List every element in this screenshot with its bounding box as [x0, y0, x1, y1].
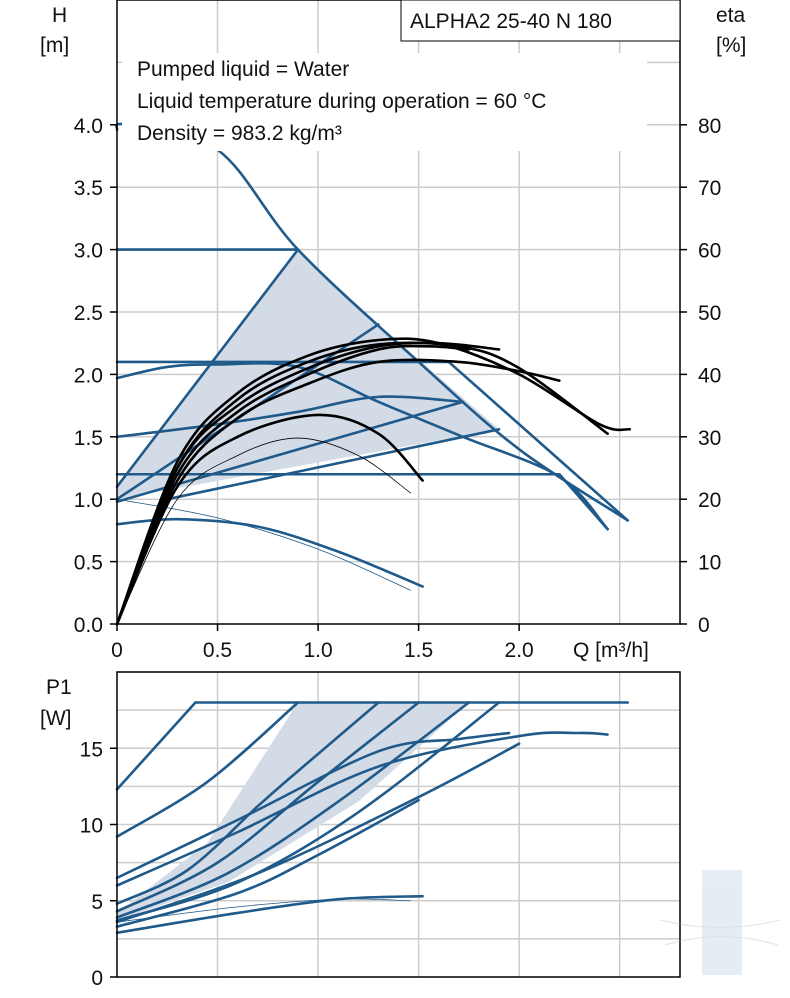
speed-curve-line	[115, 362, 609, 531]
power-axis-label-p1: P1	[46, 676, 72, 699]
q-tick-label: 1.0	[303, 639, 332, 662]
power-curve	[115, 701, 420, 913]
info-density: Density = 983.2 kg/m³	[137, 122, 342, 145]
head-y-tick-label: 0.0	[74, 614, 103, 637]
eta-axis-label: eta	[716, 4, 746, 27]
power-y-tick-label: 15	[80, 738, 103, 761]
q-tick-label: 2.0	[505, 639, 534, 662]
prop-pressure-line	[165, 428, 501, 501]
efficiency-curve	[115, 413, 424, 626]
efficiency-curve	[116, 437, 411, 625]
info-box	[122, 53, 647, 151]
watermark	[659, 870, 781, 975]
info-liquid-temperature: Liquid temperature during operation = 60…	[137, 90, 546, 113]
power-axis-unit: [W]	[40, 707, 72, 730]
head-panel: 0.0 0.5 1.0 1.5 2.0 2.5 3.0 3.5 4.0 0 10 20 30 40 50 6…	[40, 0, 746, 662]
eta-tick-label: 50	[698, 302, 721, 325]
head-y-tick-label: 2.5	[74, 302, 103, 325]
info-pumped-liquid: Pumped liquid = Water	[137, 58, 349, 81]
eta-tick-label: 70	[698, 177, 721, 200]
power-operating-area	[117, 702, 469, 921]
q-tick-label: 0.5	[203, 639, 232, 662]
head-y-tick-label: 0.5	[74, 552, 103, 575]
head-axis-label-h: H	[52, 4, 67, 27]
power-curve	[115, 731, 609, 887]
head-y-tick-labels: 0.0 0.5 1.0 1.5 2.0 2.5 3.0 3.5 4.0	[74, 115, 117, 637]
eta-tick-labels: 0 10 20 30 40 50 60 70 80	[680, 115, 721, 637]
eta-axis-unit: [%]	[716, 34, 746, 57]
head-y-tick-label: 4.0	[74, 115, 103, 138]
power-curve	[115, 701, 300, 838]
power-curve	[115, 701, 380, 906]
eta-tick-label: 60	[698, 240, 721, 263]
q-tick-label: 0	[111, 639, 123, 662]
power-curve	[115, 701, 471, 919]
head-y-tick-label: 3.5	[74, 177, 103, 200]
speed-curve-line	[115, 395, 465, 439]
head-y-tick-label: 2.0	[74, 364, 103, 387]
q-tick-label: 1.5	[404, 639, 433, 662]
power-curve	[116, 898, 411, 923]
speed-curve-line	[115, 517, 424, 588]
q-tick-labels: 0 0.5 1.0 1.5 2.0	[111, 624, 534, 662]
power-curves	[115, 701, 630, 935]
eta-tick-label: 0	[698, 614, 710, 637]
power-curve	[115, 742, 521, 924]
power-curve	[115, 894, 424, 935]
power-curve	[115, 798, 420, 928]
prop-pressure-line	[115, 248, 300, 489]
const-pressure-line	[115, 472, 609, 531]
head-axis-label-unit: [m]	[40, 34, 69, 57]
eta-tick-label: 40	[698, 364, 721, 387]
head-y-tick-label: 3.0	[74, 240, 103, 263]
power-shaded-operating-area	[117, 702, 469, 921]
efficiency-curve	[115, 341, 501, 626]
power-panel: 0 5 10 15 P1 [W]	[40, 671, 681, 990]
eta-tick-label: 80	[698, 115, 721, 138]
efficiency-curve	[115, 358, 561, 626]
power-curve	[115, 731, 511, 880]
eta-tick-label: 20	[698, 489, 721, 512]
power-curve	[115, 701, 197, 791]
chart-title: ALPHA2 25-40 N 180	[410, 10, 612, 33]
head-curves	[115, 122, 632, 626]
title-box	[400, 0, 681, 42]
q-axis-label: Q [m³/h]	[573, 639, 649, 662]
power-y-tick-label: 5	[91, 891, 103, 914]
power-y-tick-label: 0	[91, 967, 103, 990]
power-y-tick-label: 10	[80, 815, 103, 838]
eta-tick-label: 30	[698, 427, 721, 450]
power-y-tick-labels: 0 5 10 15	[80, 738, 117, 990]
efficiency-curve	[115, 344, 471, 626]
efficiency-curve	[115, 337, 632, 626]
head-y-tick-label: 1.5	[74, 427, 103, 450]
eta-tick-label: 10	[698, 552, 721, 575]
head-y-tick-label: 1.0	[74, 489, 103, 512]
